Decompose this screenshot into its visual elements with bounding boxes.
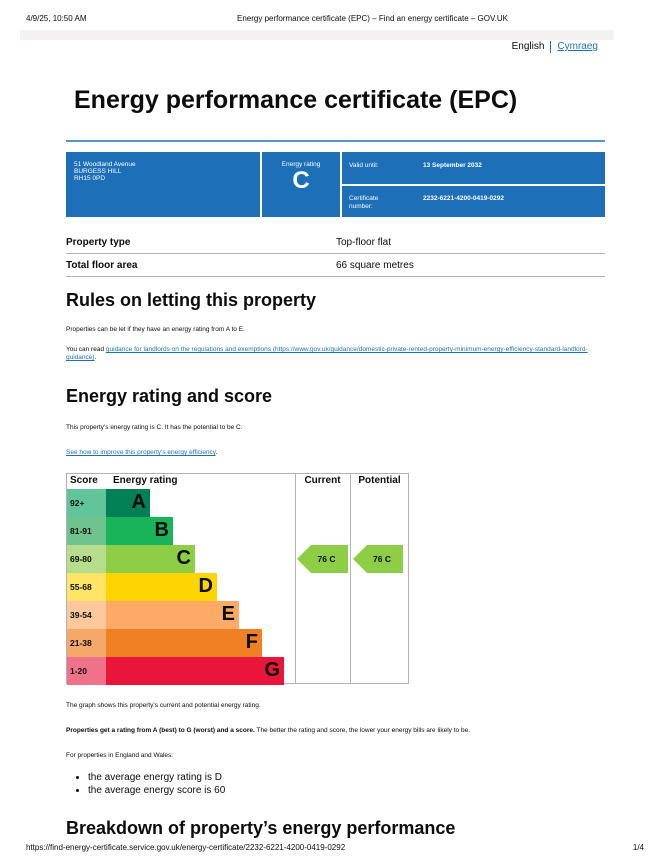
row-key: Total floor area <box>66 259 138 271</box>
rules-heading: Rules on letting this property <box>66 290 317 310</box>
average-list: the average energy rating is D the avera… <box>80 771 225 797</box>
rating-bar-A: A <box>106 489 150 517</box>
text: . <box>215 449 218 456</box>
energy-rating-letter: C <box>292 167 310 194</box>
certificate-number-value: 2232-6221-4200-0419-0292 <box>423 195 504 202</box>
language-english: English <box>511 41 545 52</box>
row-key: Property type <box>66 236 131 248</box>
epc-summary: 51 Woodland Avenue BURGESS HILL RH15 0PD… <box>66 152 605 217</box>
bold-text: Properties get a rating from A (best) to… <box>66 727 255 734</box>
improve-efficiency-link[interactable]: See how to improve this property’s energ… <box>66 449 216 456</box>
text: . <box>94 354 97 361</box>
valid-until-cell: Valid until: 13 September 2032 <box>342 152 605 184</box>
england-wales-text: For properties in England and Wales: <box>66 752 174 759</box>
rating-bar-G: G <box>106 657 284 685</box>
list-item: the average energy rating is D <box>88 771 225 784</box>
breakdown-heading: Breakdown of property’s energy performan… <box>66 818 456 838</box>
guidance-link[interactable]: guidance for landlords on the regulation… <box>66 346 588 361</box>
row-value: 66 square metres <box>336 259 414 271</box>
rating-text: This property’s energy rating is C. It h… <box>66 424 243 431</box>
energy-rating-chart: Score Energy rating Current Potential 92… <box>66 473 409 685</box>
graph-description: The graph shows this property’s current … <box>66 702 261 709</box>
header-bar <box>20 30 614 40</box>
rating-bar-D: D <box>106 573 217 601</box>
rating-bar-E: E <box>106 601 239 629</box>
divider <box>550 41 552 53</box>
address-line: 51 Woodland Avenue <box>74 161 136 168</box>
valid-until-value: 13 September 2032 <box>423 162 482 169</box>
score-cell-E: 39-54 <box>67 601 106 629</box>
score-cell-B: 81-91 <box>67 517 106 545</box>
certificate-number-label: Certificate number: <box>349 195 379 210</box>
score-cell-A: 92+ <box>67 489 106 517</box>
improve-paragraph: See how to improve this property’s energ… <box>66 449 596 457</box>
text: You can read <box>66 346 106 353</box>
print-page-title: Energy performance certificate (EPC) – F… <box>237 14 508 23</box>
score-cell-C: 69-80 <box>67 545 106 573</box>
language-cymraeg-link[interactable]: Cymraeg <box>557 41 598 52</box>
page-title: Energy performance certificate (EPC) <box>74 86 518 114</box>
print-datetime: 4/9/25, 10:50 AM <box>26 14 87 23</box>
rating-bar-F: F <box>106 629 262 657</box>
score-cell-F: 21-38 <box>67 629 106 657</box>
text: The better the rating and score, the low… <box>254 727 470 734</box>
score-cell-D: 55-68 <box>67 573 106 601</box>
address: 51 Woodland Avenue BURGESS HILL RH15 0PD <box>66 152 260 217</box>
address-line: RH15 0PD <box>74 175 106 182</box>
rating-bar-B: B <box>106 517 173 545</box>
table-row: Property type Top-floor flat <box>66 231 605 254</box>
energy-rating-label: Energy rating <box>281 161 321 168</box>
header-current: Current <box>304 475 341 486</box>
rating-explanation: Properties get a rating from A (best) to… <box>66 727 596 735</box>
certificate-number-cell: Certificate number: 2232-6221-4200-0419-… <box>342 186 605 217</box>
title-rule <box>66 140 605 142</box>
table-row: Total floor area 66 square metres <box>66 254 605 277</box>
header-potential: Potential <box>358 475 401 486</box>
list-item: the average energy score is 60 <box>88 784 225 797</box>
rules-text: Properties can be let if they have an en… <box>66 326 245 333</box>
rating-bar-C: C <box>106 545 195 573</box>
address-line: BURGESS HILL <box>74 168 122 175</box>
footer-url: https://find-energy-certificate.service.… <box>26 843 346 852</box>
row-value: Top-floor flat <box>336 236 392 248</box>
rating-heading: Energy rating and score <box>66 386 273 406</box>
language-switcher: English Cymraeg <box>512 41 598 53</box>
energy-rating-cell: Energy rating C <box>262 152 340 217</box>
divider <box>350 474 351 683</box>
header-score: Score <box>70 475 98 486</box>
score-cell-G: 1-20 <box>67 657 106 685</box>
divider <box>295 474 296 683</box>
rules-guidance: You can read guidance for landlords on t… <box>66 346 596 362</box>
valid-until-label: Valid until: <box>349 162 379 169</box>
page-number: 1/4 <box>632 843 644 852</box>
potential-rating-arrow: 76 C <box>353 545 403 573</box>
header-energy-rating: Energy rating <box>113 475 178 486</box>
current-rating-arrow: 76 C <box>297 545 348 573</box>
